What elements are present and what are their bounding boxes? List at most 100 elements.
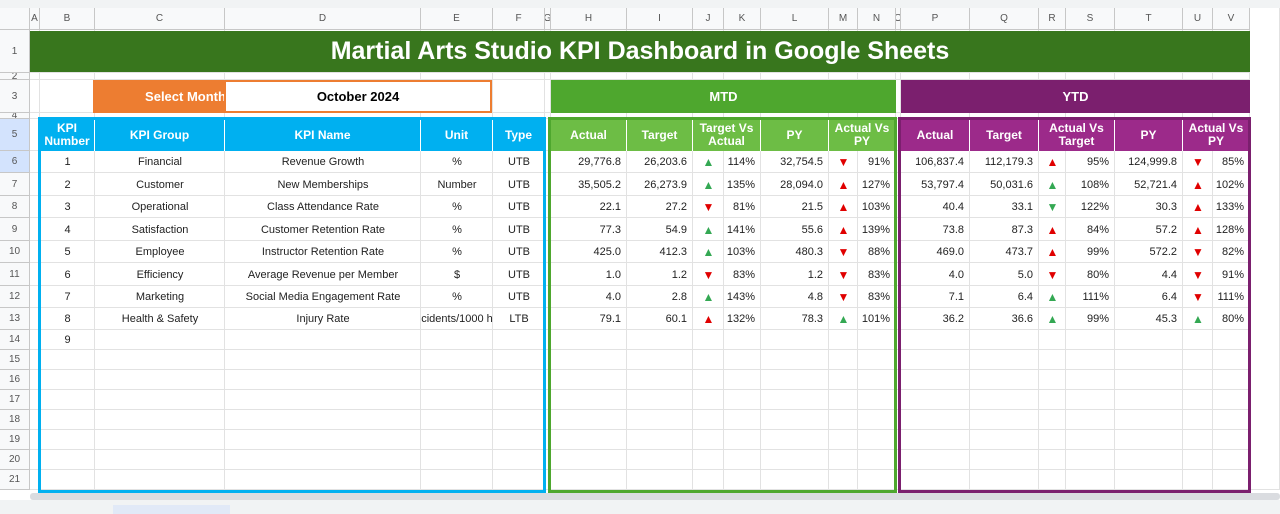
grid-cell [225, 263, 421, 286]
ytd-arrow: ▼ [1192, 155, 1204, 169]
grid-cell [1183, 263, 1213, 286]
ytd-percent: 95% [1086, 156, 1109, 168]
grid-cell [1115, 470, 1183, 490]
grid-cell [627, 430, 693, 450]
grid-cell [551, 370, 627, 390]
grid-cell [1183, 330, 1213, 350]
row-header: 4 [0, 113, 30, 119]
row-header: 8 [0, 196, 30, 218]
month-dropdown[interactable]: October 2024 [224, 80, 492, 113]
grid-cell [1066, 410, 1115, 430]
grid-cell [724, 370, 761, 390]
column-header: H [551, 8, 627, 30]
grid-cell [1115, 390, 1183, 410]
ytd-header: Actual [901, 119, 970, 151]
mtd-arrow: ▲ [702, 245, 715, 259]
ytd-value: 4.4 [1161, 268, 1177, 281]
ytd-arrow: ▲ [1046, 222, 1059, 237]
kpi-type: LTB [509, 313, 529, 325]
grid-cell [693, 410, 724, 430]
grid-cell [693, 430, 724, 450]
grid-cell [901, 73, 970, 80]
grid-cell [693, 308, 724, 330]
grid-cell [693, 450, 724, 470]
mtd-value: 22.1 [599, 201, 621, 213]
kpi-group: Employee [135, 246, 185, 258]
grid-cell [40, 470, 95, 490]
ytd-arrow: ▲ [1046, 245, 1059, 259]
grid-cell [1115, 263, 1183, 286]
grid-cell [1183, 410, 1213, 430]
kpi-type: UTB [508, 223, 530, 236]
grid-cell [901, 350, 970, 370]
grid-cell [693, 263, 724, 286]
grid-cell [225, 430, 421, 450]
mtd-value: 79.1 [599, 313, 621, 325]
kpi-number: 9 [64, 334, 71, 346]
grid-cell [761, 330, 829, 350]
grid-cell [724, 430, 761, 450]
ytd-percent: 91% [1221, 268, 1244, 281]
ytd-percent: 102% [1215, 178, 1244, 191]
ytd-percent: 99% [1086, 313, 1109, 325]
grid-cell [551, 470, 627, 490]
mtd-percent: 83% [732, 268, 755, 281]
grid-cell [1183, 350, 1213, 370]
grid-cell [829, 241, 858, 263]
grid-cell [95, 263, 225, 286]
grid-cell [225, 350, 421, 370]
grid-cell [1183, 286, 1213, 308]
grid-cell [40, 450, 95, 470]
column-header: T [1115, 8, 1183, 30]
grid-cell [1115, 330, 1183, 350]
kpi-group: Efficiency [136, 268, 184, 281]
grid-cell [551, 450, 627, 470]
ytd-arrow: ▲ [1046, 312, 1059, 326]
grid-cell [901, 370, 970, 390]
grid-cell [1066, 330, 1115, 350]
scrollbar [30, 493, 1280, 500]
kpi-number: 8 [64, 313, 71, 325]
ytd-value: 36.6 [1011, 313, 1033, 325]
grid-cell [1183, 196, 1213, 218]
grid-cell [421, 430, 493, 450]
column-header: E [421, 8, 493, 30]
grid-cell [724, 350, 761, 370]
grid-cell [40, 73, 95, 80]
grid-cell [40, 80, 95, 113]
kpi-type: UTB [508, 178, 530, 191]
kpi-header: Type [493, 119, 545, 151]
grid-cell [225, 330, 421, 350]
grid-cell [225, 450, 421, 470]
grid-cell [1066, 151, 1115, 173]
grid-cell [95, 390, 225, 410]
mtd-header: Actual [551, 119, 627, 151]
grid-cell [901, 470, 970, 490]
ytd-arrow: ▼ [1046, 200, 1059, 214]
grid-cell [896, 80, 901, 113]
ytd-percent: 80% [1221, 313, 1244, 325]
mtd-arrow: ▲ [702, 222, 715, 237]
grid-cell [40, 286, 95, 308]
grid-cell [693, 330, 724, 350]
grid-cell [1039, 450, 1066, 470]
mtd-percent: 81% [732, 201, 755, 213]
ytd-header: Actual Vs Target [1039, 119, 1115, 151]
grid-cell [421, 390, 493, 410]
grid-cell [724, 330, 761, 350]
grid-cell [627, 218, 693, 241]
grid-cell [970, 241, 1039, 263]
grid-cell [693, 370, 724, 390]
column-header: B [40, 8, 95, 30]
kpi-unit: % [452, 156, 462, 168]
kpi-number: 3 [64, 201, 71, 213]
column-header: N [858, 8, 896, 30]
ytd-arrow: ▲ [1192, 200, 1204, 214]
column-header: P [901, 8, 970, 30]
grid-cell [1183, 430, 1213, 450]
grid-cell [1066, 370, 1115, 390]
active-tab[interactable] [113, 505, 230, 514]
kpi-name: New Memberships [277, 178, 369, 191]
kpi-unit: % [452, 223, 462, 236]
grid-cell [724, 73, 761, 80]
